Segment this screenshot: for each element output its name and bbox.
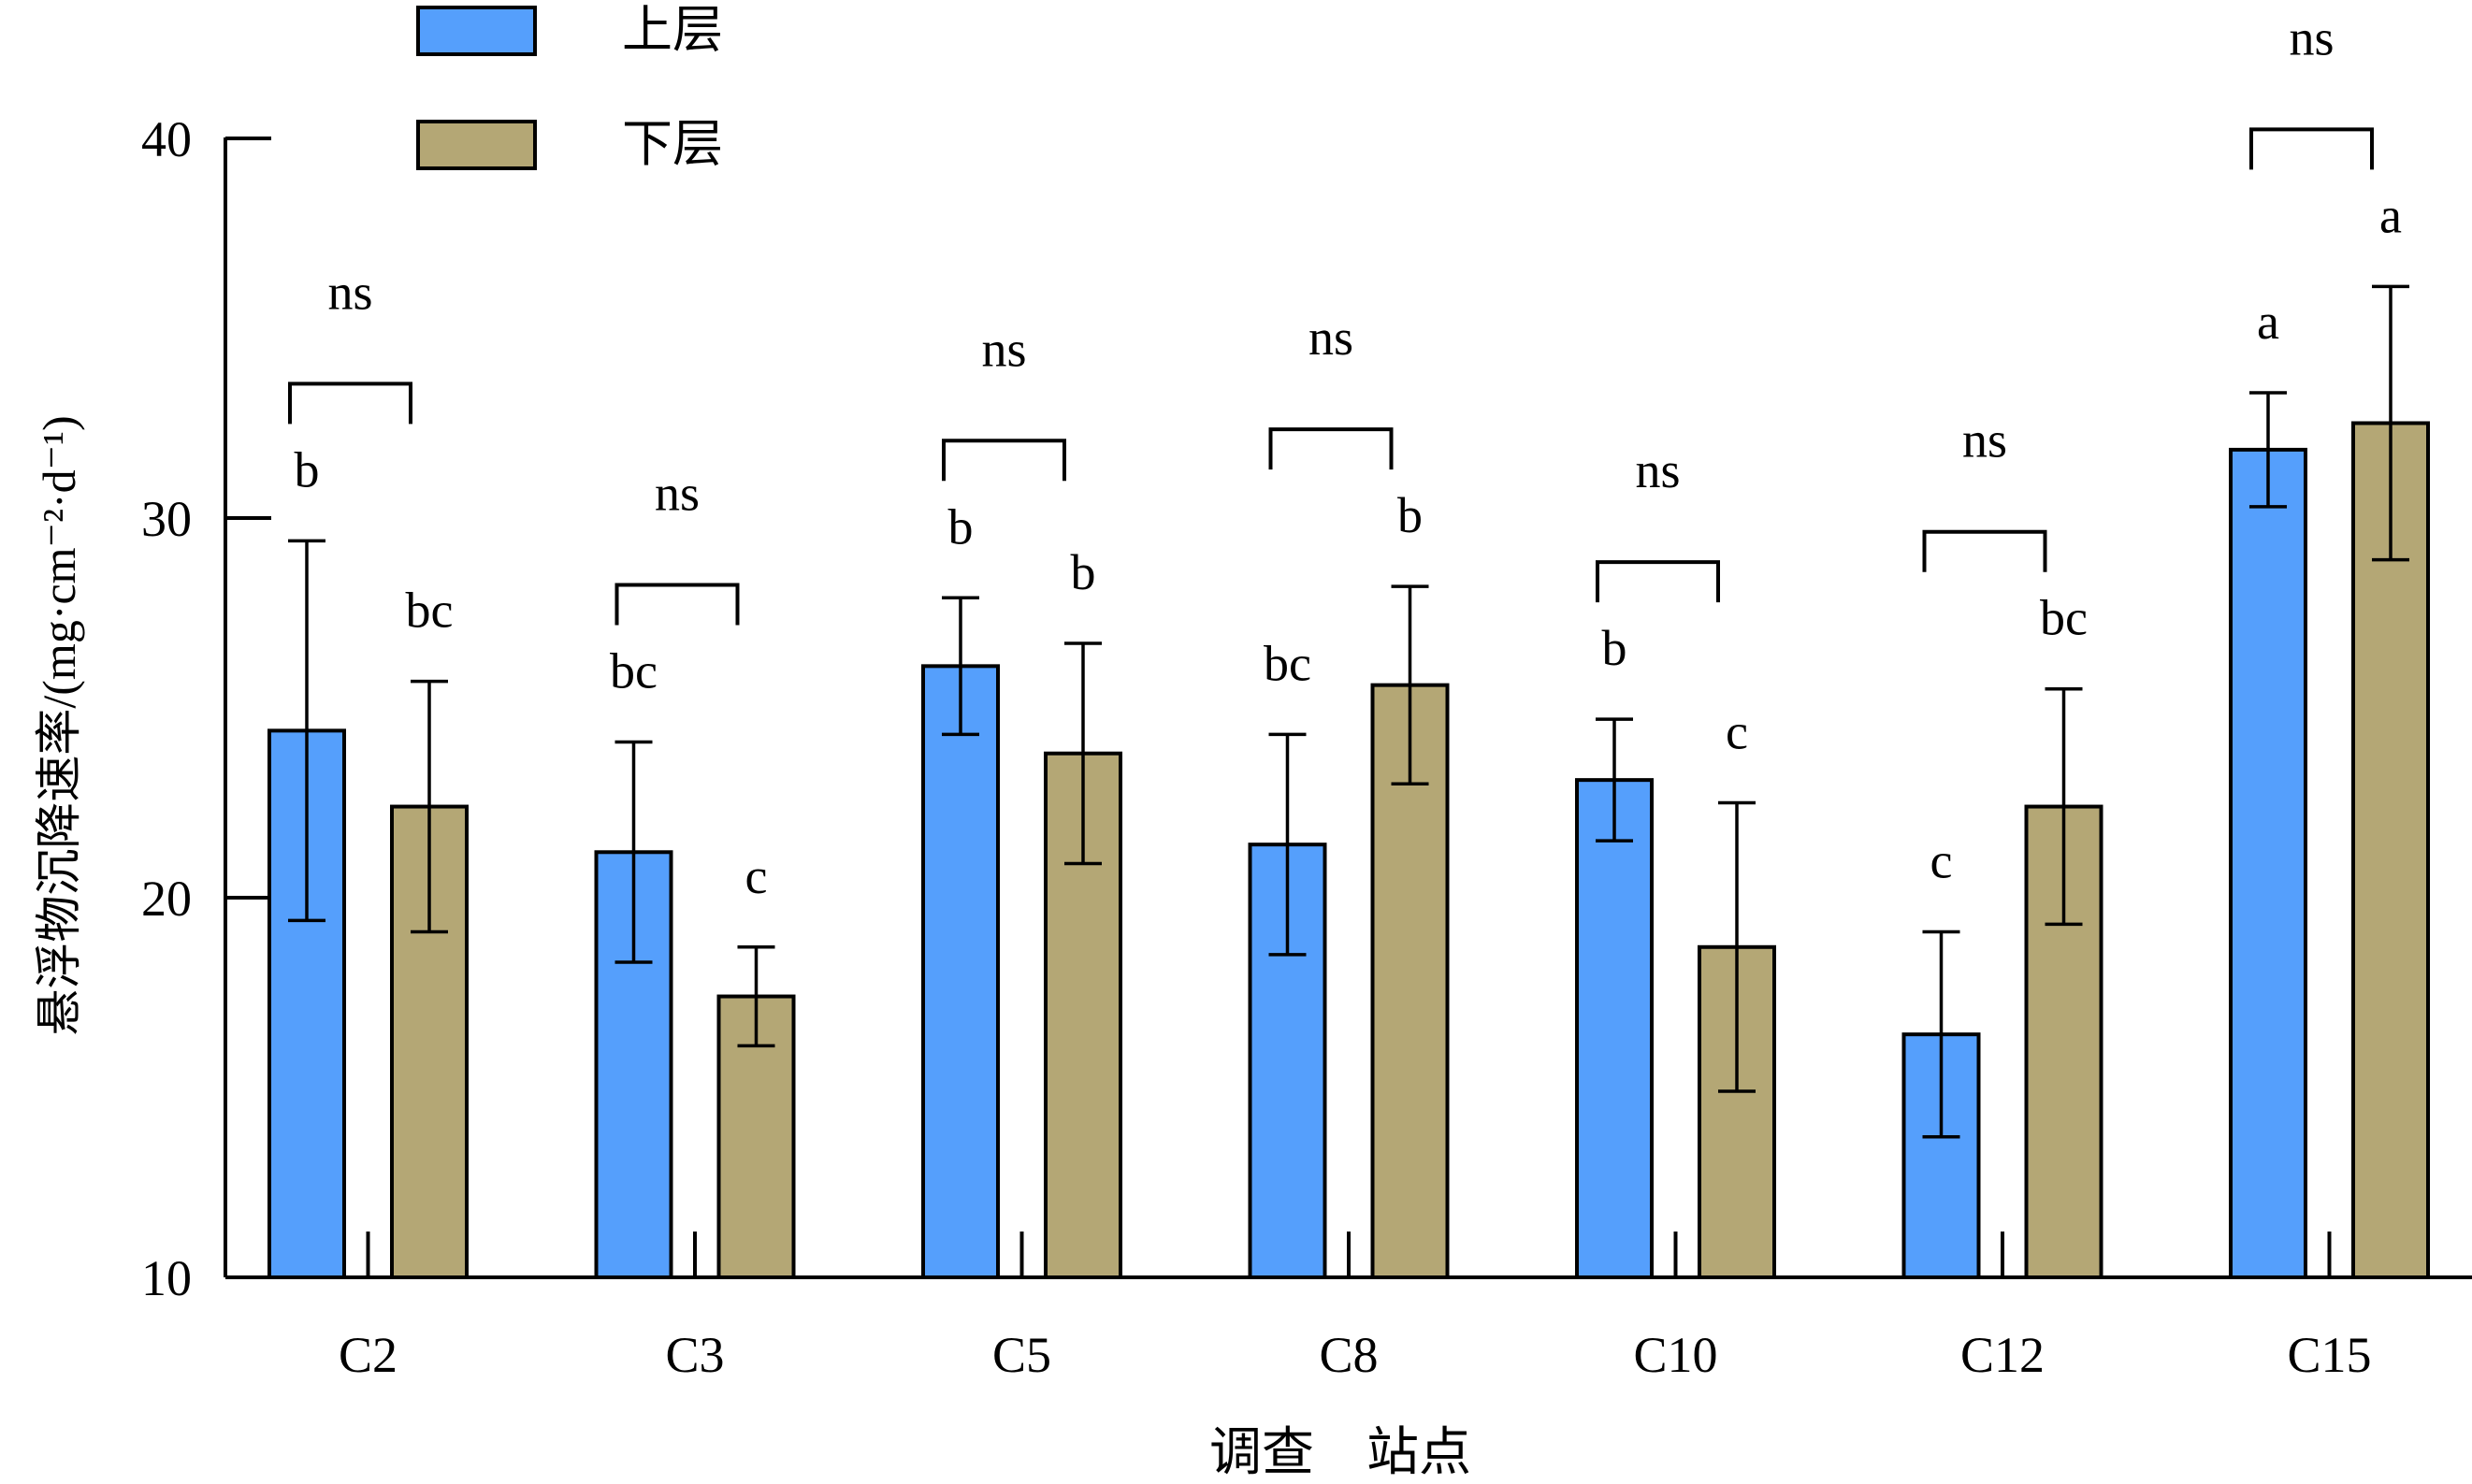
bar-lower-c15 [2351, 421, 2430, 1279]
y-tick-label: 10 [141, 1250, 192, 1306]
significance-letter-lower-c8: b [1397, 487, 1423, 543]
x-ticks: C2 C3 C5 C8 C10 C12 C15 [339, 1232, 2372, 1383]
axes: 10 20 30 40 C2 C3 C5 C8 C10 C12 C15 调查 站点 悬浮物沉降速率… [33, 111, 2472, 1482]
x-tick-label-c10: C10 [1633, 1327, 1717, 1383]
significance-letter-lower-c10: c [1726, 704, 1748, 760]
bars [267, 421, 2430, 1280]
pair-label-c3: ns [655, 466, 700, 522]
x-tick-label-c2: C2 [339, 1327, 398, 1383]
significance-letter-lower-c3: c [745, 848, 768, 904]
pair-bracket-c15 [2249, 127, 2374, 170]
legend-lower-swatch [416, 120, 537, 170]
significance-letter-lower-c15: a [2379, 187, 2402, 243]
x-tick-label-c5: C5 [992, 1327, 1051, 1383]
pair-label-c12: ns [1962, 412, 2007, 468]
significance-letter-lower-c5: b [1071, 544, 1096, 600]
error-bars [288, 284, 2409, 1139]
significance-letter-upper-c2: b [295, 441, 320, 497]
pair-bracket-c10 [1596, 560, 1720, 603]
significance-letter-upper-c8: bc [1264, 635, 1311, 691]
significance-letter-upper-c3: bc [610, 643, 658, 699]
y-axis-label: 悬浮物沉降速率/(mg·cm⁻²·d⁻¹) [33, 415, 85, 1035]
x-tick-label-c3: C3 [665, 1327, 724, 1383]
significance-letter-upper-c5: b [948, 498, 974, 555]
significance-letter-upper-c15: a [2257, 294, 2279, 350]
pair-label-c10: ns [1635, 442, 1680, 498]
pair-label-c2: ns [327, 264, 372, 320]
pair-bracket-c3 [614, 583, 740, 626]
pair-brackets: ns ns ns ns ns ns ns [288, 9, 2374, 626]
pair-bracket-c12 [1922, 529, 2047, 572]
bar-upper-c10 [1575, 778, 1654, 1279]
pair-bracket-c2 [288, 382, 412, 425]
x-tick-label-c8: C8 [1319, 1327, 1378, 1383]
pair-bracket-c8 [1268, 427, 1394, 470]
significance-letter-upper-c10: b [1602, 620, 1627, 676]
pair-label-c5: ns [981, 321, 1026, 377]
y-tick-label: 20 [141, 871, 192, 927]
pair-label-c8: ns [1308, 310, 1353, 366]
bar-lower-c5 [1044, 751, 1122, 1279]
legend: 上层 下层 [416, 2, 723, 172]
x-axis-label: 调查 站点 [1209, 1424, 1471, 1482]
pair-label-c15: ns [2289, 9, 2334, 65]
bar-upper-c15 [2229, 447, 2307, 1280]
x-tick-label-c12: C12 [1960, 1327, 2045, 1383]
significance-letter-upper-c12: c [1930, 833, 1953, 889]
significance-letter-lower-c12: bc [2040, 590, 2088, 646]
y-tick-label: 30 [141, 491, 192, 547]
y-tick-label: 40 [141, 111, 192, 167]
bar-upper-c2 [267, 728, 346, 1279]
legend-lower-label: 下层 [622, 116, 723, 172]
x-tick-label-c15: C15 [2287, 1327, 2371, 1383]
legend-upper-label: 上层 [622, 2, 723, 58]
bar-upper-c5 [921, 664, 1000, 1279]
legend-upper-swatch [416, 6, 537, 56]
significance-letter-lower-c2: bc [406, 583, 454, 639]
y-ticks: 10 20 30 40 [141, 111, 271, 1306]
pair-bracket-c5 [942, 439, 1066, 482]
